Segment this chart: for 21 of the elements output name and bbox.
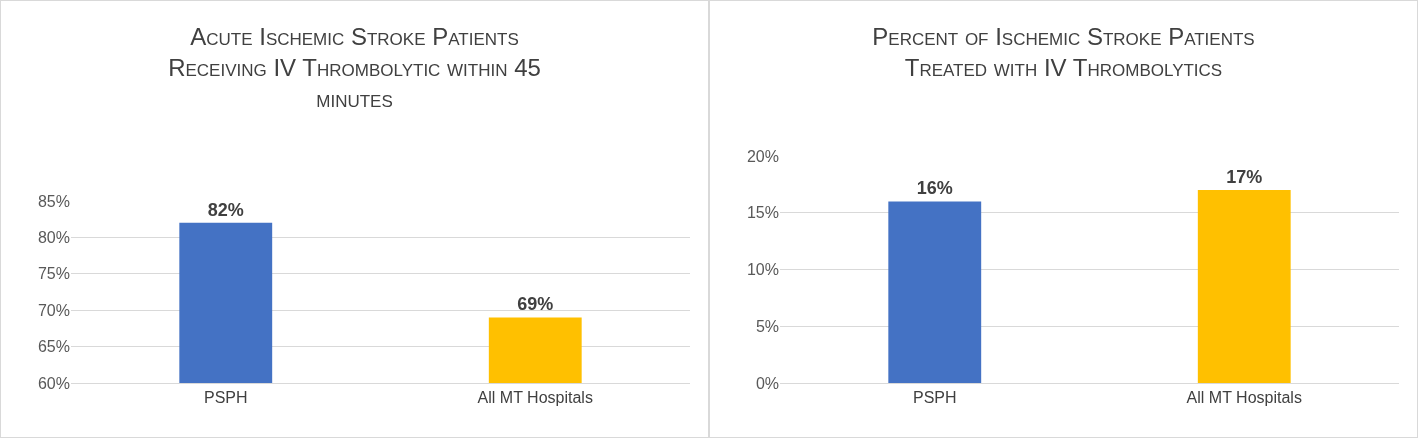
x-tick-label: PSPH bbox=[912, 389, 957, 407]
y-tick-label: 80% bbox=[37, 229, 70, 246]
y-tick-label: 20% bbox=[746, 147, 779, 165]
y-tick-label: 75% bbox=[37, 265, 70, 283]
chart-title: Acute Ischemic Stroke Patients Receiving IV Thrombolytic within 45 minutes bbox=[168, 22, 541, 112]
data-label: 17% bbox=[1226, 167, 1263, 188]
x-tick-label: All MT Hospitals bbox=[477, 389, 593, 407]
y-tick-label: 0% bbox=[755, 374, 779, 392]
y-tick-label: 70% bbox=[37, 301, 70, 319]
x-tick-label: All MT Hospitals bbox=[1186, 389, 1302, 407]
y-tick-label: 85% bbox=[37, 192, 70, 210]
y-tick-label: 10% bbox=[746, 261, 779, 279]
y-tick-label: 5% bbox=[755, 317, 779, 335]
data-label: 69% bbox=[517, 294, 554, 315]
y-tick-label: 15% bbox=[746, 204, 779, 222]
data-label: 16% bbox=[916, 178, 953, 199]
y-tick-label: 60% bbox=[37, 374, 70, 392]
y-tick-label: 65% bbox=[37, 338, 70, 356]
data-label: 82% bbox=[207, 199, 244, 220]
x-tick-label: PSPH bbox=[203, 389, 248, 407]
chart-title: Percent of Ischemic Stroke Patients Treated with IV Thrombolytics bbox=[872, 22, 1255, 81]
